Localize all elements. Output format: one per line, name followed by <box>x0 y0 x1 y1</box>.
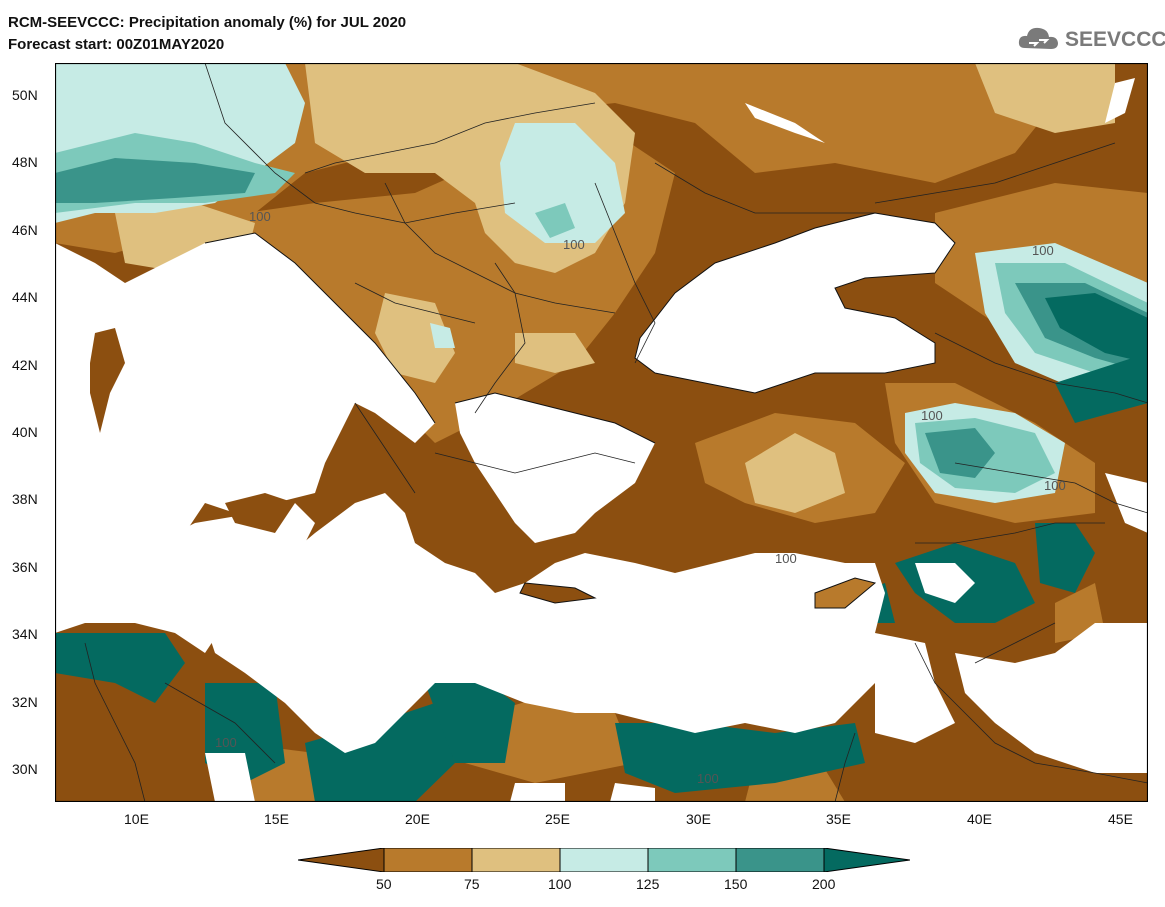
lat-label: 34N <box>12 626 38 642</box>
colorbar-segment <box>298 848 385 872</box>
map-title: RCM-SEEVCCC: Precipitation anomaly (%) f… <box>8 14 407 31</box>
lat-label: 40N <box>12 424 38 440</box>
colorbar-tick-label: 125 <box>636 876 660 892</box>
lat-label: 48N <box>12 154 38 170</box>
no-data-egypt <box>510 783 565 802</box>
lat-label: 38N <box>12 491 38 507</box>
colorbar-segment <box>735 848 825 872</box>
lon-label: 20E <box>405 811 430 827</box>
cloud-icon <box>1018 27 1058 49</box>
seevccc-logo: SEEVCCC <box>1017 22 1165 56</box>
colorbar-tick-label: 200 <box>812 876 836 892</box>
ionian-sea <box>55 503 315 653</box>
colorbar-segment <box>559 848 649 872</box>
lon-label: 10E <box>124 811 149 827</box>
lat-label: 32N <box>12 694 38 710</box>
lat-label: 50N <box>12 87 38 103</box>
contour-label: 100 <box>563 237 585 252</box>
colorbar-tick-label: 75 <box>464 876 480 892</box>
sicily <box>225 493 295 533</box>
logo-text: SEEVCCC <box>1065 28 1165 51</box>
contour-label: 100 <box>249 209 271 224</box>
country-borders <box>84 63 1148 802</box>
seas <box>55 78 1148 802</box>
lat-label: 30N <box>12 761 38 777</box>
colorbar-tick-label: 150 <box>724 876 748 892</box>
colorbar-segment <box>647 848 737 872</box>
no-data-libya <box>205 753 255 802</box>
lon-label: 45E <box>1108 811 1133 827</box>
black-sea <box>635 213 955 393</box>
no-data-arabia <box>955 623 1148 773</box>
contour-label: 100 <box>1044 478 1066 493</box>
lat-label: 42N <box>12 357 38 373</box>
lon-label: 30E <box>686 811 711 827</box>
lon-label: 25E <box>545 811 570 827</box>
no-data-east <box>1105 473 1148 533</box>
lat-label: 36N <box>12 559 38 575</box>
colorbar-segment <box>383 848 473 872</box>
forecast-start: Forecast start: 00Z01MAY2020 <box>8 36 225 53</box>
no-data-syria <box>915 563 975 603</box>
precipitation-map: 100 100 100 100 100 100 100 100 <box>55 63 1148 802</box>
aegean-sea <box>455 393 655 543</box>
contour-label: 100 <box>215 735 237 750</box>
lon-label: 35E <box>826 811 851 827</box>
no-data-levant <box>875 633 955 743</box>
contour-label: 100 <box>921 408 943 423</box>
colorbar-tick-label: 100 <box>548 876 572 892</box>
coastlines <box>204 212 956 609</box>
no-data-egypt-2 <box>610 783 655 802</box>
lat-label: 44N <box>12 289 38 305</box>
contour-label: 100 <box>697 771 719 786</box>
no-data-ukraine <box>745 103 825 143</box>
lon-label: 40E <box>967 811 992 827</box>
colorbar-segment <box>823 848 910 872</box>
colorbar <box>298 848 910 872</box>
no-data-russia <box>1105 78 1135 123</box>
map-frame <box>55 63 1148 802</box>
contour-label: 100 <box>1032 243 1054 258</box>
corsica-sardinia <box>90 328 125 433</box>
contour-label: 100 <box>775 551 797 566</box>
eastern-mediterranean <box>205 493 885 753</box>
lon-label: 15E <box>264 811 289 827</box>
colorbar-tick-label: 50 <box>376 876 392 892</box>
cyprus <box>815 578 875 608</box>
colorbar-segment <box>471 848 561 872</box>
lat-label: 46N <box>12 222 38 238</box>
